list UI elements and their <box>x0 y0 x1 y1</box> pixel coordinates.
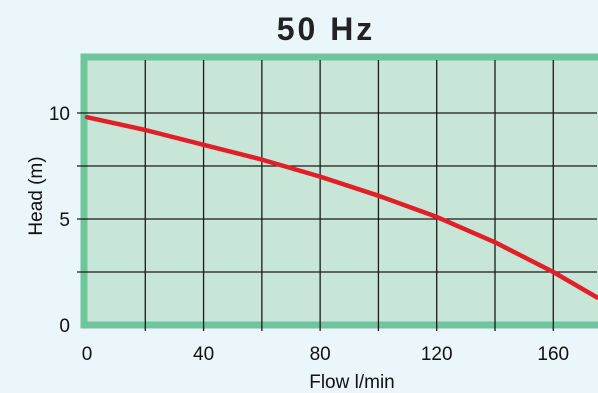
series-line-0 <box>84 114 598 300</box>
x-tick-label: 80 <box>310 344 331 365</box>
x-tick-label: 40 <box>193 344 214 365</box>
y-tick-label: 10 <box>49 104 70 125</box>
y-tick-label: 5 <box>59 210 70 231</box>
x-tick-label: 120 <box>421 344 453 365</box>
x-tick-labels: 0 40 80 120 160 <box>82 344 569 365</box>
series-group <box>84 114 598 300</box>
x-tick-label: 0 <box>82 344 93 365</box>
chart-title: 50 Hz <box>277 11 376 47</box>
x-tick-label: 160 <box>537 344 569 365</box>
y-tick-label: 0 <box>59 316 70 337</box>
y-tick-labels: 0 5 10 <box>49 104 70 337</box>
y-axis-label: Head (m) <box>26 156 47 235</box>
x-axis-label: Flow l/min <box>309 372 395 393</box>
plot-area <box>80 53 598 329</box>
